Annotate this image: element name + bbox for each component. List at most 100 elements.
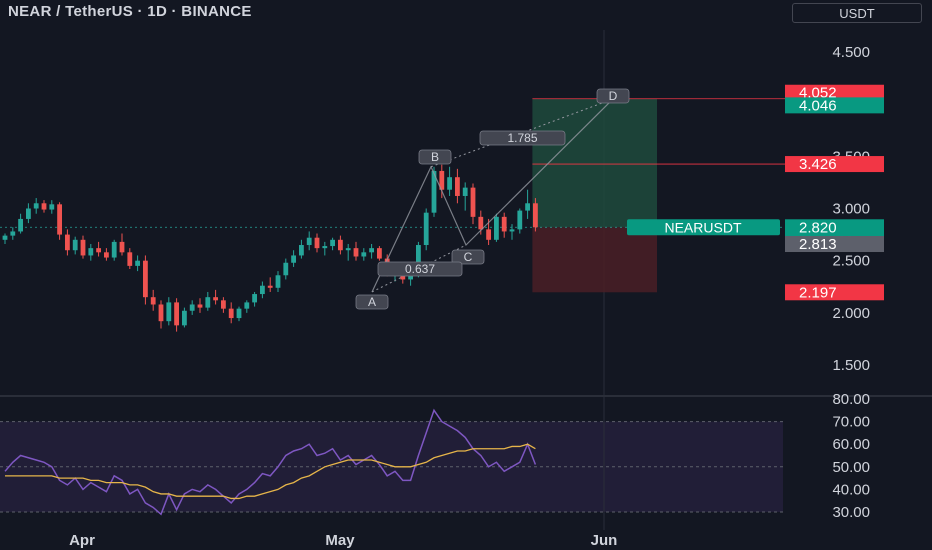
point-b-label: B bbox=[431, 150, 439, 164]
candle bbox=[501, 216, 507, 232]
candle bbox=[533, 203, 538, 228]
candle bbox=[111, 241, 117, 258]
candle bbox=[447, 177, 452, 190]
price-label-box bbox=[785, 236, 884, 253]
candle bbox=[119, 241, 125, 253]
candle bbox=[150, 297, 156, 305]
chart-title: NEAR / TetherUS · 1D · BINANCE bbox=[8, 3, 252, 20]
candle bbox=[494, 216, 499, 240]
candle bbox=[228, 308, 234, 319]
candle bbox=[41, 203, 47, 210]
rsi-tick-label: 50.00 bbox=[832, 459, 870, 476]
rsi-tick-label: 40.00 bbox=[832, 481, 870, 498]
candle bbox=[26, 208, 31, 219]
price-tick-label: 3.000 bbox=[832, 201, 870, 218]
candle bbox=[275, 275, 281, 288]
price-label: 3.426 bbox=[799, 156, 837, 173]
candle bbox=[283, 262, 289, 276]
time-axis-label: May bbox=[325, 532, 355, 549]
price-label: 2.820 bbox=[799, 219, 837, 236]
price-tick-label: 1.500 bbox=[832, 357, 870, 374]
candle bbox=[338, 239, 343, 251]
point-a-box[interactable] bbox=[355, 294, 389, 310]
price-tick-label: 4.500 bbox=[832, 44, 870, 61]
candle bbox=[189, 304, 195, 311]
candle bbox=[197, 304, 203, 308]
ratio-ac-label: 0.637 bbox=[405, 262, 435, 276]
price-tick-label: 2.000 bbox=[832, 305, 870, 322]
point-c-box[interactable] bbox=[451, 249, 485, 265]
candle bbox=[221, 300, 226, 309]
candle bbox=[158, 304, 164, 322]
rsi-tick-label: 80.00 bbox=[832, 391, 870, 408]
ratio-bd-label: 1.785 bbox=[507, 131, 537, 145]
point-d-label: D bbox=[609, 89, 618, 103]
candle bbox=[517, 210, 523, 230]
candle bbox=[299, 245, 304, 256]
candle bbox=[314, 237, 320, 249]
point-b-box[interactable] bbox=[418, 149, 452, 165]
candle bbox=[361, 252, 367, 257]
candle bbox=[182, 310, 187, 326]
currency-button[interactable]: USDT bbox=[792, 3, 922, 23]
target-zone bbox=[532, 98, 657, 228]
candle bbox=[306, 237, 312, 246]
stop-zone bbox=[532, 227, 657, 293]
candle bbox=[509, 229, 515, 232]
candle bbox=[205, 297, 211, 308]
symbol-tag: NEARUSDT bbox=[664, 219, 741, 235]
candle bbox=[377, 248, 382, 259]
candle bbox=[260, 285, 265, 295]
candle bbox=[478, 216, 484, 230]
candle bbox=[10, 231, 16, 236]
rsi-line bbox=[4, 408, 537, 516]
candle bbox=[236, 308, 242, 319]
candle bbox=[244, 302, 250, 309]
price-label: 2.813 bbox=[799, 236, 837, 253]
ratio-ac-box[interactable] bbox=[377, 261, 463, 277]
point-a-label: A bbox=[368, 295, 376, 309]
rsi-tick-label: 60.00 bbox=[832, 436, 870, 453]
price-label-box bbox=[785, 156, 884, 173]
candle bbox=[33, 203, 39, 209]
candle bbox=[72, 239, 78, 251]
candle bbox=[127, 252, 133, 266]
candle bbox=[431, 170, 437, 213]
rsi-tick-label: 30.00 bbox=[832, 504, 870, 521]
candle bbox=[166, 302, 172, 322]
rsi-tick-label: 70.00 bbox=[832, 414, 870, 431]
candle bbox=[416, 245, 421, 275]
price-label: 2.197 bbox=[799, 284, 837, 301]
ratio-bd-box[interactable] bbox=[479, 130, 566, 146]
pattern-ratio-line bbox=[430, 98, 614, 168]
candle bbox=[486, 229, 491, 240]
candle bbox=[330, 239, 335, 247]
candle bbox=[2, 235, 8, 240]
point-c-label: C bbox=[464, 250, 473, 264]
candle bbox=[65, 234, 70, 251]
candle bbox=[322, 246, 328, 249]
candle bbox=[213, 297, 218, 301]
candle bbox=[18, 218, 23, 232]
candle bbox=[267, 285, 273, 288]
candle bbox=[291, 255, 296, 263]
price-label: 4.046 bbox=[799, 97, 837, 114]
candle bbox=[143, 260, 148, 298]
time-axis-label: Jun bbox=[591, 532, 618, 549]
price-tick-label: 2.500 bbox=[832, 253, 870, 270]
candle bbox=[252, 294, 257, 303]
candle bbox=[470, 187, 476, 217]
point-d-box[interactable] bbox=[596, 88, 630, 104]
candle bbox=[408, 274, 413, 280]
candle bbox=[88, 248, 94, 256]
candle bbox=[353, 248, 359, 257]
candle bbox=[423, 212, 429, 246]
price-label-box bbox=[785, 97, 884, 114]
candle bbox=[57, 204, 62, 235]
candle bbox=[96, 248, 101, 253]
candle bbox=[369, 248, 374, 253]
candle bbox=[174, 302, 179, 326]
candle bbox=[80, 239, 86, 256]
price-label-box bbox=[785, 284, 884, 301]
